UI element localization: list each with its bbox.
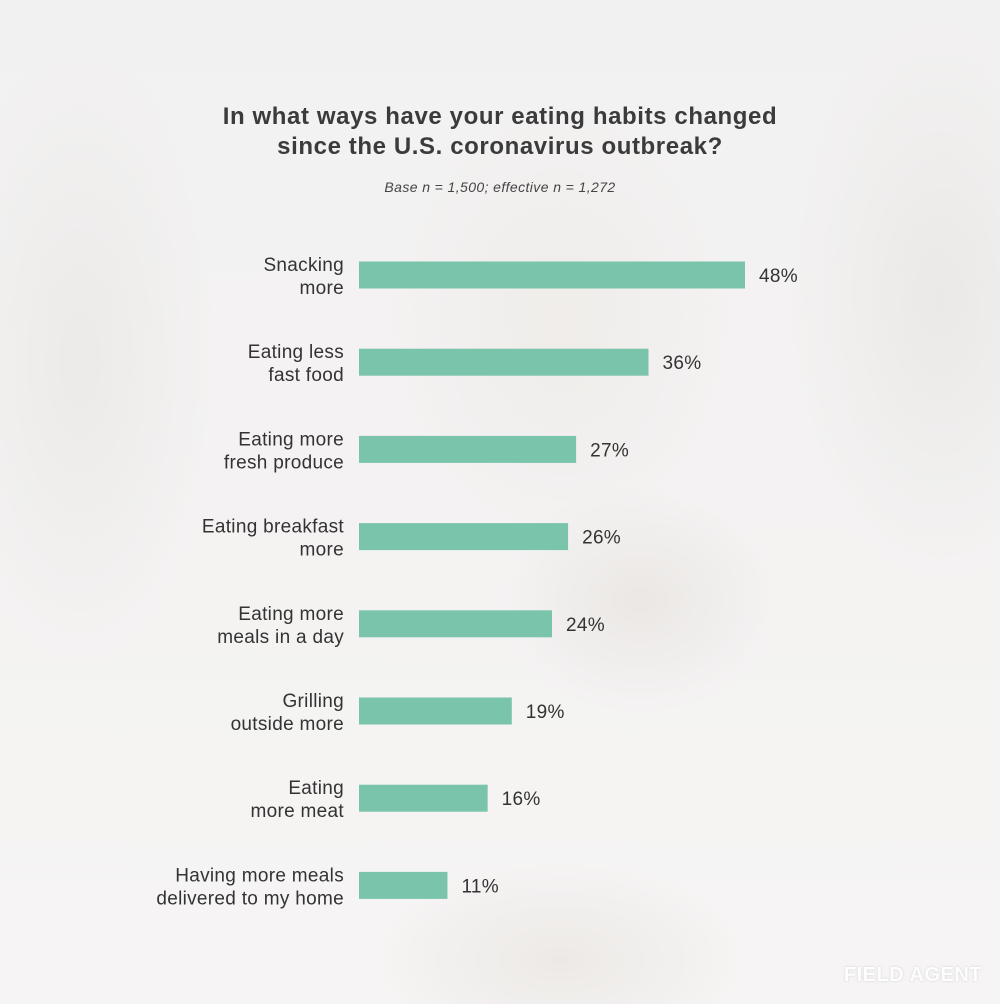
bar-value-label-5: 24% <box>566 615 605 636</box>
bar-2 <box>359 348 649 376</box>
category-label-1: Snacking more <box>263 255 344 299</box>
bar-1 <box>359 261 745 289</box>
bar-value-label-4: 26% <box>582 528 621 549</box>
chart-title: In what ways have your eating habits cha… <box>222 103 778 160</box>
category-label-line: meals in a day <box>217 627 344 648</box>
category-label-line: Eating <box>288 778 344 799</box>
category-label-8: Having more meals delivered to my home <box>156 865 344 909</box>
category-label-4: Eating breakfast more <box>202 517 345 561</box>
category-label-line: fresh produce <box>224 452 344 473</box>
bar-value-label-3: 27% <box>590 440 629 461</box>
bar-value-label-6: 19% <box>526 702 565 723</box>
bar-7 <box>359 784 488 812</box>
bar-value-label-8: 11% <box>461 876 499 897</box>
bar-8 <box>359 871 448 899</box>
category-label-line: more meat <box>250 801 344 822</box>
bar-6 <box>359 697 512 725</box>
category-label-line: Grilling <box>282 691 344 712</box>
category-label-line: Eating less <box>248 342 344 363</box>
category-label-line: Eating more <box>238 429 344 450</box>
category-label-7: Eating more meat <box>250 778 344 822</box>
category-label-line: fast food <box>268 365 344 386</box>
category-label-line: more <box>300 278 345 299</box>
category-label-line: Having more meals <box>175 865 344 886</box>
category-label-2: Eating less fast food <box>248 342 344 386</box>
category-label-line: Eating breakfast <box>202 517 345 538</box>
bar-value-label-7: 16% <box>502 789 541 810</box>
bar-value-label-2: 36% <box>663 353 702 374</box>
category-label-line: Eating more <box>238 604 344 625</box>
category-label-5: Eating more meals in a day <box>217 604 344 648</box>
category-label-line: delivered to my home <box>156 888 344 909</box>
bar-value-label-1: 48% <box>759 266 798 287</box>
category-label-line: outside more <box>231 714 344 735</box>
category-label-3: Eating more fresh produce <box>224 429 344 473</box>
chart-subtitle: Base n = 1,500; effective n = 1,272 <box>384 179 616 195</box>
category-label-line: more <box>300 540 345 561</box>
bar-5 <box>359 610 552 638</box>
category-label-line: Snacking <box>263 255 344 276</box>
field-agent-logo: FIELD AGENT <box>843 964 982 986</box>
bar-3 <box>359 435 577 463</box>
bar-4 <box>359 523 569 551</box>
category-label-6: Grilling outside more <box>231 691 344 735</box>
